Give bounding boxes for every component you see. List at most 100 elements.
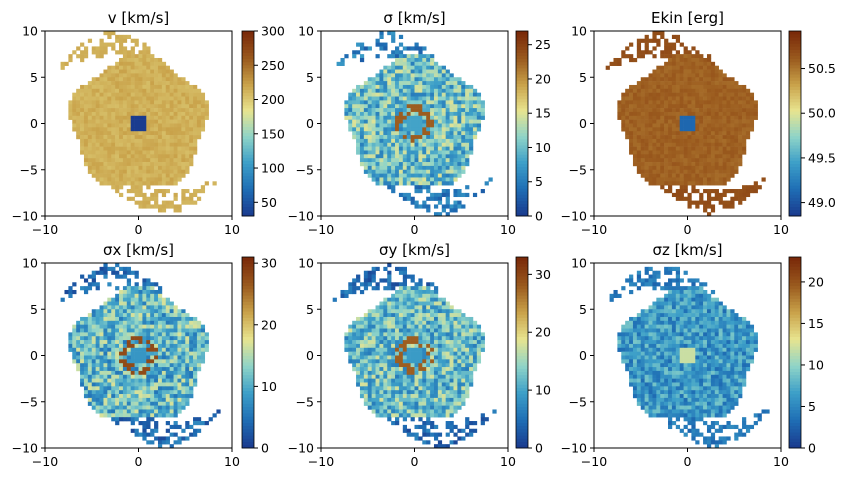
heatmap-cell [76,46,81,51]
heatmap-cell [706,104,712,109]
heatmap-cell [169,397,174,403]
heatmap-cell [122,355,128,360]
heatmap-cell [87,343,93,349]
heatmap-cell [679,165,684,171]
heatmap-cell [706,100,712,105]
heatmap-cell [453,81,458,86]
heatmap-cell [387,96,392,101]
heatmap-cell [406,173,411,178]
heatmap-cell [422,158,427,163]
heatmap-cell [621,92,626,97]
heatmap-cell [679,42,684,47]
colorbar-segment [242,365,254,369]
heatmap-cell [150,363,155,368]
heatmap-cell [138,359,143,364]
heatmap-cell [441,316,446,322]
heatmap-cell [122,50,128,55]
heatmap-cell [383,42,388,47]
heatmap-cell [99,336,104,341]
heatmap-cell [691,108,696,113]
heatmap-cell [679,173,684,178]
heatmap-cell [126,177,132,182]
heatmap-cell [383,81,388,86]
heatmap-cell [683,150,688,155]
heatmap-cell [738,115,743,120]
heatmap-cell [668,61,673,66]
heatmap-cell [664,119,669,124]
heatmap-cell [395,320,400,325]
heatmap-cell [433,154,439,159]
heatmap-cell [691,135,696,140]
heatmap-cell [738,138,743,144]
heatmap-cell [742,138,747,144]
heatmap-cell [375,150,380,155]
heatmap-cell [99,181,104,186]
heatmap-cell [414,158,419,163]
heatmap-cell [161,347,167,352]
heatmap-cell [111,158,116,163]
heatmap-cell [414,42,419,47]
heatmap-cell [154,162,159,167]
heatmap-cell [461,104,466,109]
heatmap-cell [146,289,151,295]
heatmap-cell [119,185,124,190]
heatmap-cell [130,351,135,356]
heatmap-cell [714,92,719,97]
heatmap-cell [441,301,446,306]
heatmap-cell [367,111,372,117]
heatmap-cell [414,204,419,209]
heatmap-cell [410,65,415,70]
heatmap-cell [173,84,178,90]
heatmap-cell [91,158,96,163]
heatmap-cell [169,138,174,144]
heatmap-cell [193,142,198,147]
colorbar-segment [242,352,254,357]
heatmap-cell [126,297,132,302]
heatmap-cell [691,92,696,97]
heatmap-cell [367,316,372,322]
heatmap-cell [398,138,404,144]
heatmap-cell [703,142,708,147]
heatmap-cell [699,169,704,174]
heatmap-cell [185,424,190,430]
heatmap-cell [461,115,466,120]
heatmap-cell [157,73,163,78]
heatmap-cell [664,38,669,43]
heatmap-cell [107,100,112,105]
heatmap-cell [687,162,692,167]
heatmap-cell [660,131,665,136]
heatmap-cell [169,73,174,78]
heatmap-cell [154,355,159,360]
heatmap-cell [402,77,408,82]
heatmap-cell [461,84,466,90]
heatmap-cell [687,165,692,171]
heatmap-cell [687,142,692,147]
heatmap-cell [671,119,677,124]
heatmap-cell [111,115,116,120]
heatmap-cell [80,382,85,387]
heatmap-cell [95,162,100,167]
colorbar-segment [242,154,254,158]
heatmap-cell [185,158,190,163]
heatmap-cell [679,111,684,117]
heatmap-cell [173,424,178,430]
heatmap-cell [469,111,474,117]
heatmap-cell [142,324,147,329]
panel-title: σx [km/s] [103,241,174,259]
heatmap-cell [640,173,645,178]
heatmap-cell [138,367,143,372]
heatmap-cell [465,142,470,147]
heatmap-cell [126,305,132,310]
colorbar-segment [242,120,254,124]
heatmap-cell [181,324,186,329]
heatmap-cell [422,165,427,171]
heatmap-cell [173,390,178,395]
heatmap-cell [679,146,684,151]
heatmap-cell [119,378,124,383]
heatmap-cell [648,84,653,90]
heatmap-cell [60,297,65,302]
heatmap-cell [664,50,669,55]
heatmap-cell [383,324,388,329]
heatmap-cell [185,374,190,379]
heatmap-cell [181,359,186,364]
